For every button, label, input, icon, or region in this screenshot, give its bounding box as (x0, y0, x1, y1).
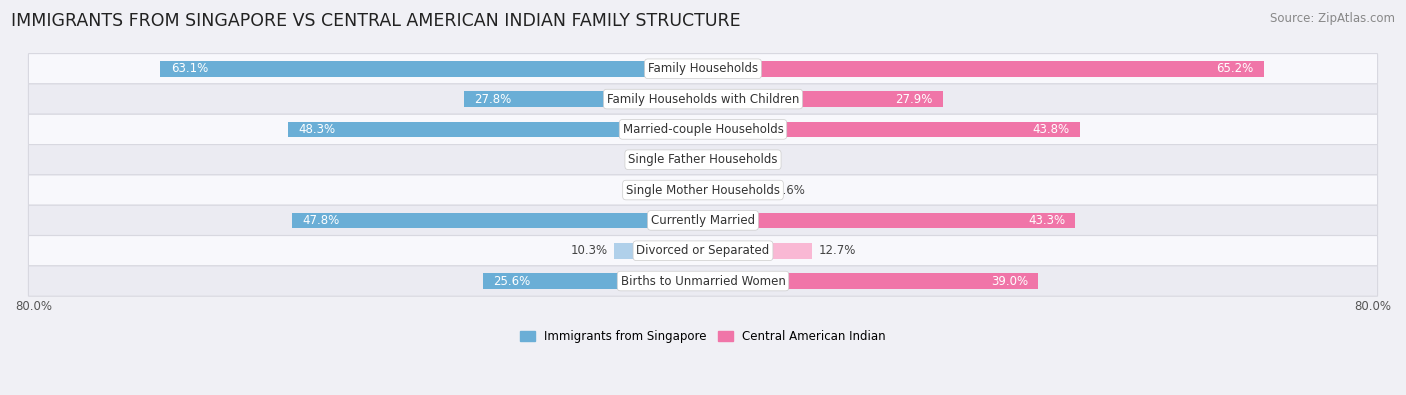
Text: 10.3%: 10.3% (571, 244, 607, 257)
Bar (703, 213, 1076, 228)
Bar (686, 152, 703, 167)
Text: 39.0%: 39.0% (991, 275, 1028, 288)
Bar (659, 182, 703, 198)
Text: 27.9%: 27.9% (896, 92, 932, 105)
Text: 63.1%: 63.1% (170, 62, 208, 75)
Bar (703, 122, 1080, 137)
Text: Births to Unmarried Women: Births to Unmarried Women (620, 275, 786, 288)
Text: Single Mother Households: Single Mother Households (626, 184, 780, 197)
Text: 25.6%: 25.6% (494, 275, 530, 288)
FancyBboxPatch shape (28, 175, 1378, 205)
Text: Source: ZipAtlas.com: Source: ZipAtlas.com (1270, 12, 1395, 25)
Text: 80.0%: 80.0% (1354, 300, 1391, 313)
Bar (703, 243, 813, 259)
FancyBboxPatch shape (28, 205, 1378, 235)
Text: Family Households with Children: Family Households with Children (607, 92, 799, 105)
Text: 2.7%: 2.7% (733, 153, 763, 166)
Bar (703, 182, 768, 198)
Bar (482, 273, 703, 289)
Bar (288, 122, 703, 137)
FancyBboxPatch shape (28, 84, 1378, 114)
Bar (614, 243, 703, 259)
Bar (464, 91, 703, 107)
Text: 80.0%: 80.0% (15, 300, 52, 313)
Text: 5.0%: 5.0% (623, 184, 654, 197)
Text: Divorced or Separated: Divorced or Separated (637, 244, 769, 257)
Text: IMMIGRANTS FROM SINGAPORE VS CENTRAL AMERICAN INDIAN FAMILY STRUCTURE: IMMIGRANTS FROM SINGAPORE VS CENTRAL AME… (11, 12, 741, 30)
Bar (703, 61, 1264, 77)
FancyBboxPatch shape (28, 54, 1378, 84)
Text: Family Households: Family Households (648, 62, 758, 75)
Text: 12.7%: 12.7% (820, 244, 856, 257)
Text: Married-couple Households: Married-couple Households (623, 123, 783, 136)
Text: Currently Married: Currently Married (651, 214, 755, 227)
Text: Single Father Households: Single Father Households (628, 153, 778, 166)
FancyBboxPatch shape (28, 266, 1378, 296)
Bar (703, 91, 943, 107)
Text: 65.2%: 65.2% (1216, 62, 1253, 75)
Bar (292, 213, 703, 228)
FancyBboxPatch shape (28, 114, 1378, 145)
Text: 27.8%: 27.8% (474, 92, 512, 105)
Legend: Immigrants from Singapore, Central American Indian: Immigrants from Singapore, Central Ameri… (516, 325, 890, 348)
Text: 1.9%: 1.9% (650, 153, 679, 166)
Text: 7.6%: 7.6% (775, 184, 806, 197)
FancyBboxPatch shape (28, 145, 1378, 175)
Bar (703, 152, 727, 167)
Text: 43.3%: 43.3% (1028, 214, 1066, 227)
Bar (703, 273, 1039, 289)
Text: 48.3%: 48.3% (298, 123, 335, 136)
Text: 43.8%: 43.8% (1032, 123, 1070, 136)
FancyBboxPatch shape (28, 235, 1378, 266)
Bar (160, 61, 703, 77)
Text: 47.8%: 47.8% (302, 214, 339, 227)
